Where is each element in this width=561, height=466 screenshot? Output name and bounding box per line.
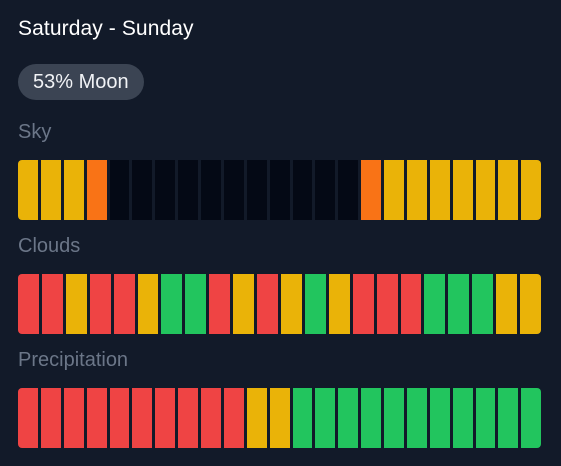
sky-timeline-bar: [18, 160, 541, 220]
sky-hour-segment: [315, 160, 335, 220]
sky-hour-segment: [201, 160, 221, 220]
precipitation-hour-segment: [201, 388, 221, 448]
precipitation-hour-segment: [18, 388, 38, 448]
clouds-hour-segment: [90, 274, 111, 334]
clouds-hour-segment: [424, 274, 445, 334]
sky-hour-segment: [407, 160, 427, 220]
sky-hour-segment: [41, 160, 61, 220]
precipitation-hour-segment: [178, 388, 198, 448]
sky-hour-segment: [224, 160, 244, 220]
clouds-hour-segment: [42, 274, 63, 334]
sky-hour-segment: [476, 160, 496, 220]
sky-section-label: Sky: [18, 121, 51, 144]
precipitation-hour-segment: [64, 388, 84, 448]
precipitation-hour-segment: [41, 388, 61, 448]
clouds-hour-segment: [305, 274, 326, 334]
precipitation-hour-segment: [132, 388, 152, 448]
precipitation-hour-segment: [338, 388, 358, 448]
sky-hour-segment: [338, 160, 358, 220]
clouds-hour-segment: [281, 274, 302, 334]
precipitation-hour-segment: [315, 388, 335, 448]
sky-hour-segment: [453, 160, 473, 220]
sky-hour-segment: [64, 160, 84, 220]
precipitation-hour-segment: [87, 388, 107, 448]
clouds-hour-segment: [520, 274, 541, 334]
precipitation-hour-segment: [453, 388, 473, 448]
clouds-timeline-bar: [18, 274, 541, 334]
precipitation-hour-segment: [476, 388, 496, 448]
sky-hour-segment: [110, 160, 130, 220]
clouds-hour-segment: [472, 274, 493, 334]
clouds-hour-segment: [401, 274, 422, 334]
precipitation-hour-segment: [498, 388, 518, 448]
precipitation-hour-segment: [110, 388, 130, 448]
clouds-hour-segment: [138, 274, 159, 334]
clouds-hour-segment: [114, 274, 135, 334]
precipitation-timeline-bar: [18, 388, 541, 448]
sky-hour-segment: [521, 160, 541, 220]
precipitation-hour-segment: [407, 388, 427, 448]
clouds-hour-segment: [496, 274, 517, 334]
precipitation-hour-segment: [361, 388, 381, 448]
sky-hour-segment: [384, 160, 404, 220]
clouds-hour-segment: [353, 274, 374, 334]
sky-hour-segment: [18, 160, 38, 220]
precipitation-hour-segment: [270, 388, 290, 448]
clouds-hour-segment: [233, 274, 254, 334]
sky-hour-segment: [498, 160, 518, 220]
sky-hour-segment: [247, 160, 267, 220]
clouds-hour-segment: [257, 274, 278, 334]
precipitation-hour-segment: [293, 388, 313, 448]
sky-hour-segment: [87, 160, 107, 220]
precipitation-hour-segment: [247, 388, 267, 448]
clouds-hour-segment: [377, 274, 398, 334]
sky-hour-segment: [270, 160, 290, 220]
clouds-hour-segment: [161, 274, 182, 334]
sky-hour-segment: [430, 160, 450, 220]
clouds-hour-segment: [448, 274, 469, 334]
sky-hour-segment: [132, 160, 152, 220]
sky-hour-segment: [178, 160, 198, 220]
sky-hour-segment: [293, 160, 313, 220]
moon-phase-badge: 53% Moon: [18, 64, 144, 100]
clouds-hour-segment: [329, 274, 350, 334]
clouds-hour-segment: [66, 274, 87, 334]
precipitation-hour-segment: [384, 388, 404, 448]
clouds-hour-segment: [18, 274, 39, 334]
sky-hour-segment: [361, 160, 381, 220]
clouds-section-label: Clouds: [18, 235, 80, 258]
precipitation-hour-segment: [521, 388, 541, 448]
precipitation-hour-segment: [224, 388, 244, 448]
clouds-hour-segment: [209, 274, 230, 334]
precipitation-hour-segment: [155, 388, 175, 448]
precipitation-section-label: Precipitation: [18, 349, 128, 372]
page-title: Saturday - Sunday: [18, 17, 194, 41]
precipitation-hour-segment: [430, 388, 450, 448]
clouds-hour-segment: [185, 274, 206, 334]
sky-hour-segment: [155, 160, 175, 220]
